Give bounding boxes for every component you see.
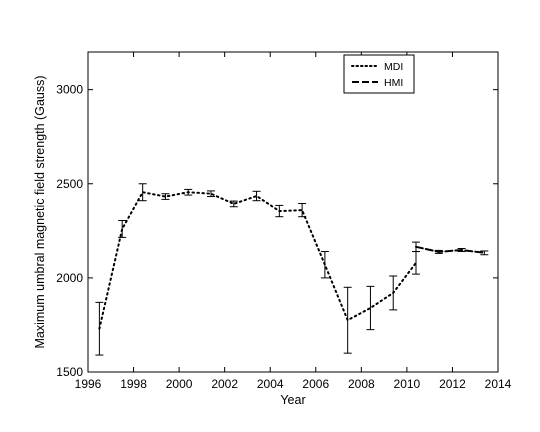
y-tick-label: 3000 (56, 83, 83, 97)
x-tick-label: 2000 (166, 377, 193, 391)
x-tick-label: 2008 (348, 377, 375, 391)
y-tick-label: 2000 (56, 271, 83, 285)
y-axis-label: Maximum umbral magnetic field strength (… (33, 75, 47, 348)
error-bar-mdi (366, 285, 375, 331)
error-bar-mdi (161, 193, 170, 200)
x-tick-label: 1998 (120, 377, 147, 391)
legend-mdi-label: MDI (384, 61, 403, 73)
x-tick-label: 2006 (302, 377, 329, 391)
error-bar-mdi (389, 275, 398, 311)
series-line-hmi (415, 245, 486, 254)
error-bar-mdi (95, 301, 104, 356)
error-bar-mdi (118, 219, 127, 238)
error-bar-hmi (412, 241, 420, 253)
x-tick-label: 2002 (211, 377, 238, 391)
plot-frame (87, 51, 499, 373)
y-axis-ticks: 1500 2000 2500 3000 (56, 83, 498, 379)
legend-box (343, 54, 415, 94)
x-tick-label: 2004 (257, 377, 284, 391)
legend-hmi-label: HMI (384, 77, 403, 89)
error-bar-mdi (412, 251, 420, 275)
error-bar-hmi (480, 250, 489, 256)
error-bar-mdi (320, 251, 329, 279)
error-bar-mdi (207, 190, 215, 198)
series-line-mdi (98, 191, 417, 330)
x-tick-label: 2010 (394, 377, 421, 391)
error-bar-mdi (298, 203, 307, 218)
x-axis-ticks: 1996 1998 2000 2002 2004 2006 2008 2010 2012 2014 (75, 52, 512, 391)
error-bar-mdi (275, 204, 284, 218)
legend: MDI HMI (343, 54, 415, 94)
x-tick-label: 2012 (439, 377, 466, 391)
error-bar-mdi (343, 286, 352, 354)
error-bar-mdi (229, 200, 238, 208)
error-bar-mdi (184, 188, 193, 196)
x-tick-label: 2014 (485, 377, 512, 391)
error-bar-hmi (434, 249, 443, 254)
y-tick-label: 2500 (56, 177, 83, 191)
error-bar-hmi (457, 248, 466, 253)
error-bar-mdi (252, 190, 261, 202)
x-tick-label: 1996 (75, 377, 102, 391)
chart-marks (95, 183, 489, 356)
x-axis-label: Year (280, 393, 305, 407)
error-bar-mdi (138, 183, 147, 202)
y-tick-label: 1500 (56, 365, 83, 379)
